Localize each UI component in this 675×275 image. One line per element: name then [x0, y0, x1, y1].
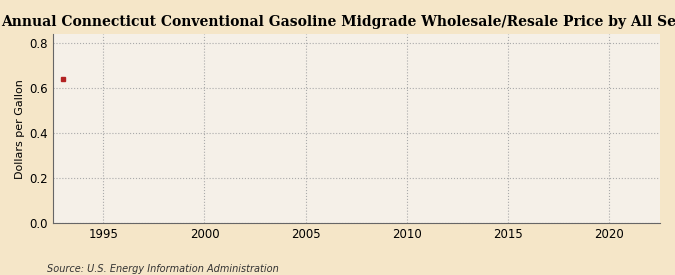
Y-axis label: Dollars per Gallon: Dollars per Gallon	[15, 79, 25, 178]
Text: Source: U.S. Energy Information Administration: Source: U.S. Energy Information Administ…	[47, 264, 279, 274]
Title: Annual Connecticut Conventional Gasoline Midgrade Wholesale/Resale Price by All : Annual Connecticut Conventional Gasoline…	[1, 15, 675, 29]
